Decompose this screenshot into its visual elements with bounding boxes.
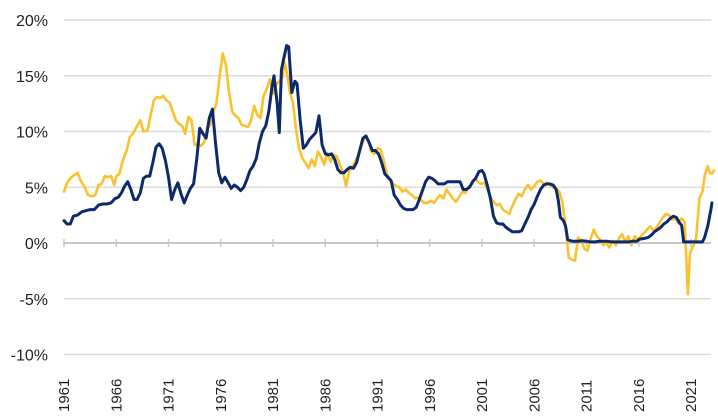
y-tick-label: 5% xyxy=(25,180,48,197)
x-tick-label: 1996 xyxy=(422,379,439,412)
y-tick-label: 20% xyxy=(16,13,48,30)
gridlines xyxy=(64,19,711,356)
y-axis-tick-labels: 20% 15% 10% 5% 0% -5% -10% xyxy=(11,13,48,365)
x-tick-label: 2021 xyxy=(683,379,700,412)
y-tick-label: 10% xyxy=(16,125,48,142)
x-tick-label: 1976 xyxy=(213,379,230,412)
x-tick-label: 2006 xyxy=(526,379,543,412)
x-tick-label: 1986 xyxy=(317,379,334,412)
y-tick-label: 0% xyxy=(25,236,48,253)
x-tick-label: 1961 xyxy=(56,379,73,412)
y-tick-label: -5% xyxy=(20,292,48,309)
x-tick-label: 2001 xyxy=(474,379,491,412)
x-tick-label: 1981 xyxy=(265,379,282,412)
x-tick-label: 2011 xyxy=(579,380,596,412)
gold-series-line xyxy=(62,52,716,296)
y-tick-label: -10% xyxy=(11,348,48,365)
x-axis-tick-labels: 1961 1966 1971 1976 1981 1986 1991 1996 2001 2006… xyxy=(56,379,700,412)
x-tick-label: 2016 xyxy=(631,379,648,412)
navy-series-line xyxy=(62,44,714,244)
x-tick-label: 1966 xyxy=(108,379,125,412)
x-tick-label: 1971 xyxy=(161,379,178,412)
x-tick-label: 1991 xyxy=(370,379,387,412)
y-tick-label: 15% xyxy=(16,69,48,86)
series-lines xyxy=(62,44,716,296)
